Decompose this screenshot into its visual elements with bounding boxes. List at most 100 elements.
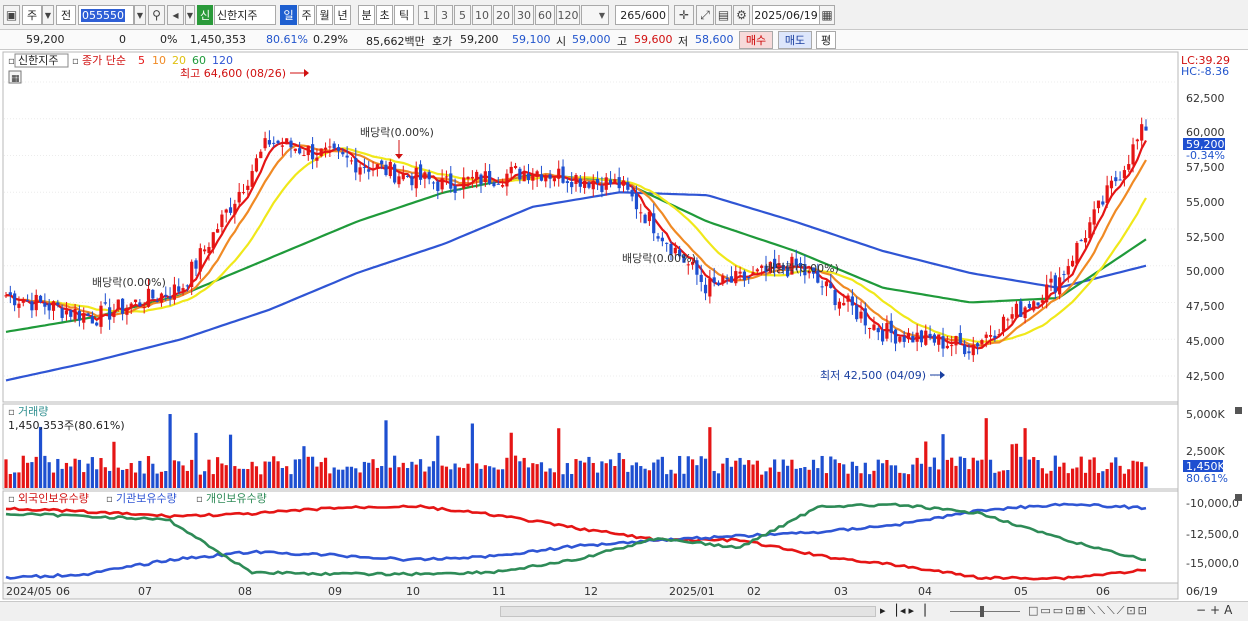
candle-body: [73, 308, 77, 320]
interval-60[interactable]: 60: [535, 5, 555, 25]
interval-120[interactable]: 120: [556, 5, 580, 25]
search-icon[interactable]: ⚲: [148, 5, 165, 25]
volume-bar: [190, 459, 194, 488]
period-day[interactable]: 일: [280, 5, 297, 25]
credit-badge[interactable]: 신: [197, 5, 213, 25]
volume-panel-close-icon[interactable]: [1235, 407, 1242, 414]
calendar-icon[interactable]: ▦: [819, 5, 835, 25]
period-second[interactable]: 초: [376, 5, 393, 25]
volume-panel-icon[interactable]: ▫: [8, 407, 15, 418]
volume-bar: [349, 466, 354, 488]
volume-bar: [1096, 472, 1101, 488]
window-icon[interactable]: ▣: [3, 5, 20, 25]
interval-20[interactable]: 20: [493, 5, 513, 25]
holding-panel-icon[interactable]: ▫: [8, 494, 15, 505]
volume-bar: [842, 464, 846, 488]
volume-bar: [557, 428, 561, 488]
candle-body: [988, 335, 993, 337]
count-field[interactable]: 265/600: [615, 5, 669, 25]
market-dropdown-icon[interactable]: ▼: [42, 5, 54, 25]
zoom-slider-thumb[interactable]: [980, 606, 984, 617]
candle-body: [1058, 277, 1062, 295]
candle-body: [129, 303, 133, 307]
speaker-icon[interactable]: ◂: [167, 5, 184, 25]
volume-bar: [108, 470, 112, 488]
volume-current-label: 1,450K: [1186, 460, 1225, 473]
candle-body: [1066, 266, 1070, 275]
volume-bar: [552, 472, 557, 488]
volume-bar: [34, 456, 38, 488]
volume-bar: [345, 466, 349, 488]
zoom-slider[interactable]: [950, 604, 1020, 618]
candle-body: [418, 164, 423, 180]
volume-bar: [539, 462, 544, 488]
candle-body: [824, 281, 829, 287]
volume-bar: [971, 457, 975, 488]
candle-body: [574, 175, 578, 184]
panel-menu-icon[interactable]: ▫: [8, 56, 15, 67]
market-selector[interactable]: 주: [22, 5, 42, 25]
buy-button[interactable]: 매수: [739, 31, 773, 49]
volume-bar: [885, 459, 889, 488]
stock-name-field[interactable]: 신한지주: [214, 5, 276, 25]
candle-body: [919, 330, 924, 343]
stock-label-box[interactable]: [14, 53, 69, 68]
chart-area[interactable]: ▫ 신한지주 ▫ 종가 단순 5 10 20 60 120 ▦ LC:39.29…: [0, 51, 1248, 601]
volume-bar: [652, 462, 656, 488]
legend-bullet-icon: ▫: [106, 494, 113, 505]
volume-bar: [436, 435, 440, 488]
ma-60-label: 60: [192, 54, 206, 67]
candle-body: [237, 191, 241, 203]
candle-body: [302, 155, 306, 157]
speaker-dropdown-icon[interactable]: ▼: [185, 5, 195, 25]
period-tick[interactable]: 틱: [394, 5, 414, 25]
interval-10[interactable]: 10: [472, 5, 492, 25]
volume-bar: [647, 470, 652, 488]
volume-bar: [116, 467, 120, 488]
period-minute[interactable]: 분: [358, 5, 375, 25]
scrollbar-track[interactable]: [500, 606, 876, 617]
avg-button[interactable]: 평: [816, 31, 836, 49]
sell-button[interactable]: 매도: [778, 31, 812, 49]
volume-bar: [850, 461, 854, 488]
interval-1[interactable]: 1: [418, 5, 435, 25]
interval-custom-field[interactable]: ▼: [581, 5, 609, 25]
period-year[interactable]: 년: [334, 5, 351, 25]
date-field[interactable]: 2025/06/19: [752, 5, 820, 25]
gear-icon[interactable]: ⚙: [733, 5, 750, 25]
volume-bar: [690, 459, 695, 488]
scroll-buttons[interactable]: ▸▕◂▸▕: [880, 604, 929, 617]
candle-body: [95, 322, 99, 326]
interval-label: 10: [475, 8, 489, 22]
volume-bar: [846, 473, 850, 488]
code-input[interactable]: 055550: [78, 5, 134, 25]
volume-bar: [993, 472, 997, 488]
candle-body: [1088, 222, 1092, 239]
zoom-buttons[interactable]: −+A: [1196, 603, 1237, 617]
candle-body: [876, 328, 880, 333]
volume-bar: [1040, 468, 1044, 488]
save-icon[interactable]: ▤: [715, 5, 732, 25]
data-table-icon[interactable]: [8, 70, 22, 84]
volume-bar: [1001, 470, 1006, 488]
volume-bar: [924, 441, 928, 488]
scope-button[interactable]: 전: [56, 5, 76, 25]
interval-3[interactable]: 3: [436, 5, 453, 25]
volume-bar: [1140, 462, 1144, 488]
candle-body: [13, 293, 17, 306]
interval-5[interactable]: 5: [454, 5, 471, 25]
volume-bar: [790, 459, 794, 488]
code-dropdown-icon[interactable]: ▼: [134, 5, 146, 25]
drawing-tools[interactable]: □▭▭⊡⊞⟍⟍⟍⟋⊡⊡: [1028, 604, 1149, 617]
volume-bar: [462, 468, 466, 488]
interval-label: 60: [538, 8, 552, 22]
candle-body: [34, 294, 38, 311]
candle-body: [1109, 180, 1114, 189]
period-month[interactable]: 월: [316, 5, 333, 25]
holding-panel-close-icon[interactable]: [1235, 494, 1242, 501]
crosshair-icon[interactable]: ✛: [674, 5, 694, 25]
interval-30[interactable]: 30: [514, 5, 534, 25]
candle-body: [509, 166, 513, 174]
draw-icon[interactable]: ⤢: [696, 5, 714, 25]
period-week[interactable]: 주: [298, 5, 315, 25]
